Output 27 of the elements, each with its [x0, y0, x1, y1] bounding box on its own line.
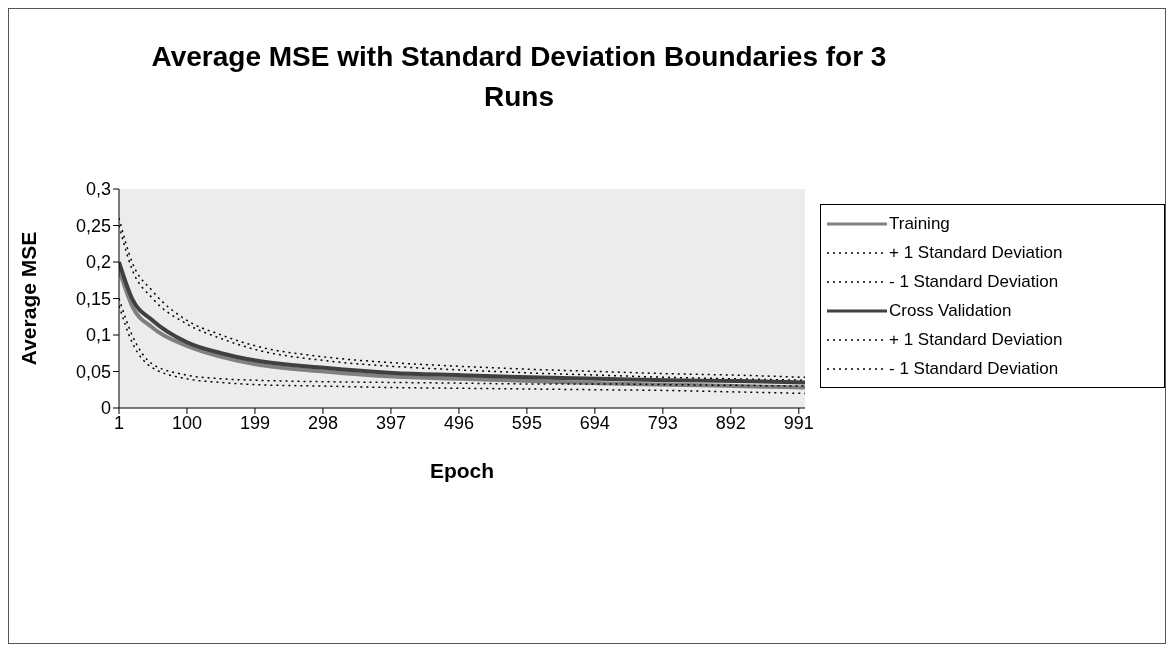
y-tick-label: 0,2	[85, 252, 111, 273]
x-tick-label: 100	[171, 412, 203, 433]
x-tick-label: 991	[783, 412, 814, 433]
legend-label: - 1 Standard Deviation	[889, 271, 1059, 292]
x-tick-label: 1	[113, 412, 125, 433]
legend-label: + 1 Standard Deviation	[889, 242, 1063, 263]
y-tick-label: 0,3	[85, 179, 111, 200]
legend-label: + 1 Standard Deviation	[889, 329, 1063, 350]
legend-label: Training	[889, 213, 950, 234]
legend-label: - 1 Standard Deviation	[889, 358, 1059, 379]
y-tick-label: 0,15	[75, 288, 111, 309]
y-axis-title: Average MSE	[17, 231, 41, 366]
x-tick-label: 595	[511, 412, 542, 433]
x-tick-label: 694	[579, 412, 610, 433]
y-tick-label: 0,05	[75, 361, 111, 382]
chart-title: Average MSE with Standard Deviation Boundaries for 3 Runs	[150, 40, 888, 114]
x-tick-label: 496	[443, 412, 474, 433]
y-tick-label: 0,1	[85, 325, 111, 346]
x-tick-label: 397	[375, 412, 406, 433]
legend-label: Cross Validation	[889, 300, 1012, 321]
y-tick-label: 0	[100, 398, 111, 419]
x-axis-title: Epoch	[429, 459, 495, 482]
x-tick-label: 298	[307, 412, 338, 433]
x-tick-label: 892	[715, 412, 746, 433]
x-tick-label: 199	[239, 412, 270, 433]
y-tick-label: 0,25	[75, 215, 111, 236]
x-tick-label: 793	[647, 412, 678, 433]
